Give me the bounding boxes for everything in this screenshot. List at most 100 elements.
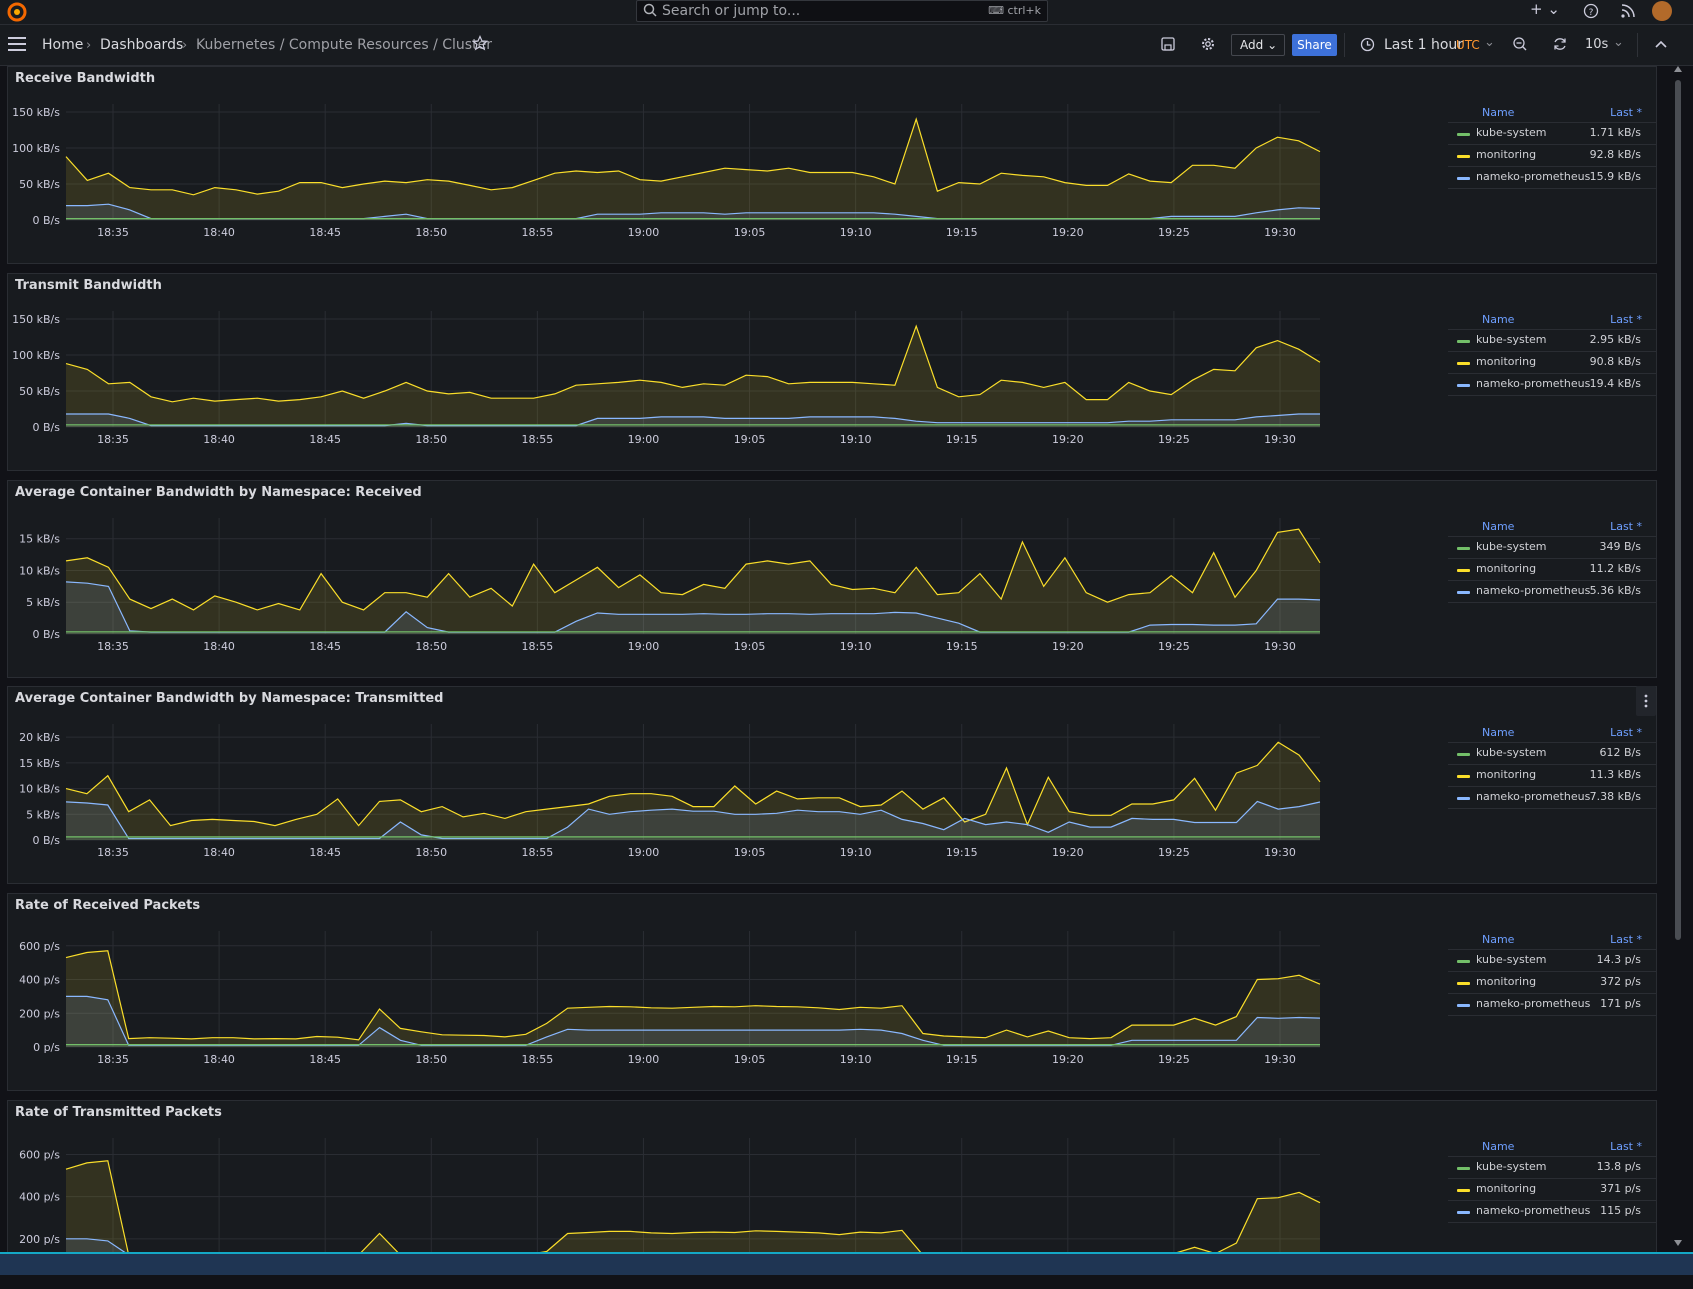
legend-header-name[interactable]: Name xyxy=(1482,1140,1515,1153)
legend-header-name[interactable]: Name xyxy=(1482,313,1515,326)
legend-item-nameko-prometheus[interactable]: nameko-prometheus 5.36 kB/s xyxy=(1448,580,1657,603)
legend-header-last[interactable]: Last * xyxy=(1610,933,1642,946)
y-tick-label: 600 p/s xyxy=(19,940,60,953)
x-tick-label: 18:45 xyxy=(309,433,341,446)
x-tick-label: 18:55 xyxy=(522,846,554,859)
legend-item-kube-system[interactable]: kube-system 14.3 p/s xyxy=(1448,949,1657,971)
grafana-logo-icon[interactable] xyxy=(6,1,28,27)
legend-item-kube-system[interactable]: kube-system 612 B/s xyxy=(1448,742,1657,764)
x-tick-label: 18:40 xyxy=(203,1053,235,1066)
legend-header-name[interactable]: Name xyxy=(1482,726,1515,739)
panel-received-packets[interactable]: Rate of Received Packets 18:35 18:40 18:45… xyxy=(7,893,1657,1091)
collapse-chevron-up-icon[interactable] xyxy=(1654,37,1668,55)
legend-item-nameko-prometheus[interactable]: nameko-prometheus 171 p/s xyxy=(1448,993,1657,1016)
series-area-nameko-prometheus xyxy=(66,801,1320,840)
panel-receive-bandwidth[interactable]: Receive Bandwidth 18:35 18:40 18:45 18:50 18… xyxy=(7,66,1657,264)
legend-item-monitoring[interactable]: monitoring 371 p/s xyxy=(1448,1178,1657,1200)
legend-item-kube-system[interactable]: kube-system 2.95 kB/s xyxy=(1448,329,1657,351)
add-button[interactable]: Add ⌄ xyxy=(1231,34,1285,56)
legend-item-nameko-prometheus[interactable]: nameko-prometheus 15.9 kB/s xyxy=(1448,166,1657,189)
legend-header-last[interactable]: Last * xyxy=(1610,313,1642,326)
legend-item-monitoring[interactable]: monitoring 11.2 kB/s xyxy=(1448,558,1657,580)
series-line-monitoring[interactable] xyxy=(65,741,1321,827)
series-line-monitoring[interactable] xyxy=(65,324,1321,403)
x-tick-label: 19:20 xyxy=(1052,640,1084,653)
x-tick-label: 19:10 xyxy=(840,1053,872,1066)
series-line-nameko-prometheus[interactable] xyxy=(65,800,1321,840)
legend-value: 92.8 kB/s xyxy=(1589,148,1641,161)
x-tick-label: 18:35 xyxy=(97,640,129,653)
legend-item-nameko-prometheus[interactable]: nameko-prometheus 19.4 kB/s xyxy=(1448,373,1657,396)
series-color-swatch xyxy=(1457,569,1470,572)
menu-hamburger-icon[interactable] xyxy=(8,37,26,55)
legend-label: monitoring xyxy=(1476,562,1537,575)
panel-avg-bandwidth-transmitted[interactable]: Average Container Bandwidth by Namespace… xyxy=(7,686,1657,884)
legend-item-kube-system[interactable]: kube-system 1.71 kB/s xyxy=(1448,122,1657,144)
chevron-down-icon[interactable]: ⌄ xyxy=(1613,35,1624,50)
x-tick-label: 19:25 xyxy=(1158,640,1190,653)
search-input[interactable]: Search or jump to... ⌨ ctrl+k xyxy=(636,0,1048,22)
series-line-monitoring[interactable] xyxy=(65,528,1321,611)
x-tick-label: 19:05 xyxy=(734,226,766,239)
save-icon[interactable] xyxy=(1160,36,1176,56)
refresh-icon[interactable] xyxy=(1552,36,1568,56)
series-line-nameko-prometheus[interactable] xyxy=(66,995,1321,1046)
series-line-monitoring[interactable] xyxy=(65,117,1321,196)
legend-header-last[interactable]: Last * xyxy=(1610,520,1642,533)
share-button[interactable]: Share xyxy=(1292,34,1337,56)
new-plus-icon[interactable]: + ⌄ xyxy=(1530,0,1560,18)
legend-header-name[interactable]: Name xyxy=(1482,933,1515,946)
legend-header-last[interactable]: Last * xyxy=(1610,726,1642,739)
page-scrollbar[interactable] xyxy=(1673,66,1683,1266)
legend-value: 171 p/s xyxy=(1600,997,1641,1010)
legend-item-nameko-prometheus[interactable]: nameko-prometheus 115 p/s xyxy=(1448,1200,1657,1223)
timeseries-chart[interactable]: 18:35 18:40 18:45 18:50 18:55 19:00 19:05 19:10… xyxy=(8,97,1438,257)
panel-menu-kebab-icon[interactable] xyxy=(1636,686,1656,716)
x-tick-label: 18:50 xyxy=(415,226,447,239)
legend-header-name[interactable]: Name xyxy=(1482,106,1515,119)
news-rss-icon[interactable] xyxy=(1620,3,1636,23)
panel-avg-bandwidth-received[interactable]: Average Container Bandwidth by Namespace… xyxy=(7,480,1657,678)
zoom-out-icon[interactable] xyxy=(1512,36,1528,56)
legend-header-name[interactable]: Name xyxy=(1482,520,1515,533)
panel-transmitted-packets[interactable]: Rate of Transmitted Packets 200 p/s 400 p… xyxy=(7,1100,1657,1255)
star-icon[interactable] xyxy=(471,35,489,55)
help-icon[interactable]: ? xyxy=(1583,3,1599,23)
legend-item-kube-system[interactable]: kube-system 349 B/s xyxy=(1448,536,1657,558)
timeseries-chart[interactable]: 18:35 18:40 18:45 18:50 18:55 19:00 19:05 19:10… xyxy=(8,511,1438,671)
x-tick-label: 18:55 xyxy=(522,433,554,446)
breadcrumb-current: Kubernetes / Compute Resources / Cluster xyxy=(196,37,492,53)
breadcrumb-dashboards[interactable]: Dashboards xyxy=(100,37,184,53)
panel-transmit-bandwidth[interactable]: Transmit Bandwidth 18:35 18:40 18:45 18:50 1… xyxy=(7,273,1657,471)
panel-title: Receive Bandwidth xyxy=(15,71,156,86)
legend-item-nameko-prometheus[interactable]: nameko-prometheus 7.38 kB/s xyxy=(1448,786,1657,809)
legend-label: monitoring xyxy=(1476,768,1537,781)
chevron-down-icon[interactable]: ⌄ xyxy=(1484,35,1495,50)
x-tick-label: 19:30 xyxy=(1264,1053,1296,1066)
settings-gear-icon[interactable] xyxy=(1200,36,1216,56)
timeseries-chart[interactable]: 18:35 18:40 18:45 18:50 18:55 19:00 19:05 19:10… xyxy=(8,924,1438,1084)
y-tick-label: 150 kB/s xyxy=(12,106,60,119)
x-tick-label: 19:05 xyxy=(734,640,766,653)
breadcrumb-home[interactable]: Home xyxy=(42,37,84,53)
legend-item-monitoring[interactable]: monitoring 372 p/s xyxy=(1448,971,1657,993)
legend-header-last[interactable]: Last * xyxy=(1610,1140,1642,1153)
timeseries-chart[interactable]: 18:35 18:40 18:45 18:50 18:55 19:00 19:05 19:10… xyxy=(8,304,1438,464)
legend-item-monitoring[interactable]: monitoring 90.8 kB/s xyxy=(1448,351,1657,373)
legend-header-last[interactable]: Last * xyxy=(1610,106,1642,119)
legend-value: 19.4 kB/s xyxy=(1589,377,1641,390)
series-line-monitoring[interactable] xyxy=(65,1160,1321,1255)
refresh-interval-picker[interactable]: 10s xyxy=(1585,37,1609,52)
series-line-monitoring[interactable] xyxy=(65,950,1321,1041)
legend-item-monitoring[interactable]: monitoring 11.3 kB/s xyxy=(1448,764,1657,786)
x-tick-label: 19:25 xyxy=(1158,226,1190,239)
series-line-nameko-prometheus[interactable] xyxy=(66,413,1320,427)
y-tick-label: 400 p/s xyxy=(19,1191,60,1204)
time-range-picker[interactable]: Last 1 hour xyxy=(1384,37,1464,53)
legend-item-monitoring[interactable]: monitoring 92.8 kB/s xyxy=(1448,144,1657,166)
x-tick-label: 18:50 xyxy=(415,846,447,859)
user-avatar[interactable] xyxy=(1652,1,1672,21)
timeseries-chart[interactable]: 200 p/s 400 p/s 600 p/s xyxy=(8,1131,1438,1255)
legend-item-kube-system[interactable]: kube-system 13.8 p/s xyxy=(1448,1156,1657,1178)
timeseries-chart[interactable]: 18:35 18:40 18:45 18:50 18:55 19:00 19:05 19:10… xyxy=(8,717,1438,877)
